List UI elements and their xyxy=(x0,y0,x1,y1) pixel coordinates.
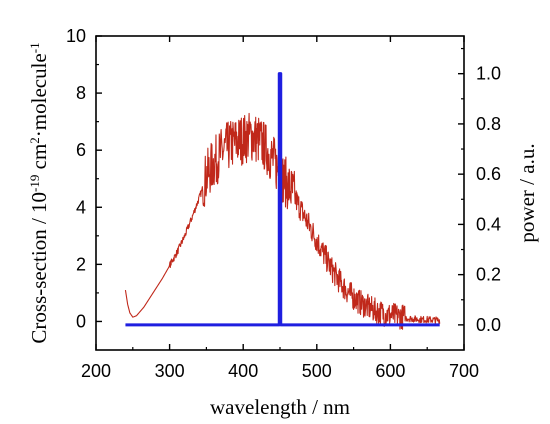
y-right-tick-label: 0.2 xyxy=(476,265,501,285)
y-left-tick-label: 2 xyxy=(76,254,86,274)
y-right-tick-label: 1.0 xyxy=(476,64,501,84)
x-axis-title: wavelength / nm xyxy=(210,395,350,419)
x-tick-label: 700 xyxy=(449,361,479,381)
y-right-tick-label: 0.4 xyxy=(476,214,501,234)
y-right-tick-label: 0.8 xyxy=(476,114,501,134)
cross-section-series-line xyxy=(124,112,441,330)
y-left-tick-label: 8 xyxy=(76,83,86,103)
y-left-tick-label: 6 xyxy=(76,140,86,160)
laser-power-series-line xyxy=(125,72,440,327)
x-tick-label: 200 xyxy=(81,361,111,381)
x-tick-label: 600 xyxy=(375,361,405,381)
x-tick-label: 500 xyxy=(302,361,332,381)
right-axis-title: power / a.u. xyxy=(515,143,539,242)
left-axis-title: Cross-section / 10-19 cm2·molecule-1 xyxy=(27,42,52,343)
axis-ticks: 200 300 400 500 600 700 0 2 4 6 8 10 0.0 0.2 0.4 0.6 0.8… xyxy=(66,26,501,381)
y-right-tick-label: 0.6 xyxy=(476,164,501,184)
y-right-tick-label: 0.0 xyxy=(476,315,501,335)
y-left-tick-label: 0 xyxy=(76,311,86,331)
plot-series xyxy=(124,72,441,330)
x-tick-label: 300 xyxy=(155,361,185,381)
y-left-tick-label: 4 xyxy=(76,197,86,217)
x-tick-label: 400 xyxy=(228,361,258,381)
y-left-tick-label: 10 xyxy=(66,26,86,46)
